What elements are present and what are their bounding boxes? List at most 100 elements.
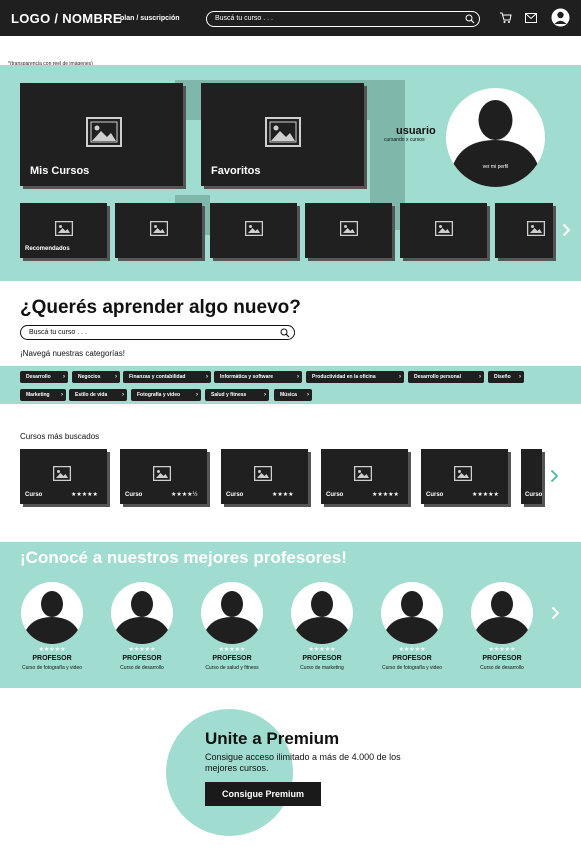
rating-stars: ★★★★ [272,492,294,498]
recommended-card[interactable] [305,203,392,258]
teacher-avatar[interactable] [471,582,533,644]
course-label: Curso [25,492,43,498]
recommended-card[interactable] [400,203,487,258]
rating-stars: ★★★★½ [171,492,198,498]
chevron-right-icon: › [61,392,63,398]
category-chip[interactable]: Fotografía y video › [131,389,201,401]
top-navbar: LOGO / NOMBRE plan / suscripción Buscá t… [0,0,581,36]
categories-label: ¡Navegá nuestras categorías! [20,349,125,358]
chevron-right-icon: › [264,392,266,398]
category-chip[interactable]: Desarrollo › [20,371,68,383]
category-chip[interactable]: Informática y software › [214,371,302,383]
user-avatar-icon[interactable] [551,8,570,27]
category-chip[interactable]: Diseño › [488,371,524,383]
image-icon [527,221,545,236]
chevron-right-icon: › [122,392,124,398]
teacher-rating-stars: ★★★★★ [128,647,156,653]
view-profile-link[interactable]: ver mi perfil [482,164,509,170]
course-card[interactable]: Curso [521,449,542,504]
user-silhouette-icon [474,591,530,644]
category-chip[interactable]: Música › [274,389,312,401]
carousel-note: *(transparencia con reel de imágenes) [8,61,93,67]
user-silhouette-icon [114,591,170,644]
category-label: Negocios [78,374,101,380]
favorites-card[interactable]: Favoritos [201,83,364,186]
cart-icon[interactable] [499,11,512,24]
image-icon [254,466,272,481]
recommended-card[interactable] [115,203,202,258]
user-name: usuario [396,125,436,137]
search-icon[interactable] [465,14,475,24]
chevron-right-icon: › [115,374,117,380]
course-search-placeholder: Buscá tu curso . . . [29,329,87,336]
user-silhouette-icon [452,100,539,187]
course-label: Curso [125,492,143,498]
course-label: Curso [226,492,244,498]
get-premium-button[interactable]: Consigue Premium [205,782,321,806]
rating-stars: ★★★★★ [472,492,499,498]
logo[interactable]: LOGO / NOMBRE [11,11,122,26]
rating-stars: ★★★★★ [71,492,98,498]
course-label: Curso [326,492,344,498]
teacher-course: Curso de desarrollo [120,665,164,671]
recommended-card[interactable] [495,203,553,258]
teacher-course: Curso de fotografía y video [381,665,443,671]
recommended-card[interactable] [210,203,297,258]
teacher-rating-stars: ★★★★★ [488,647,516,653]
my-courses-card[interactable]: Mis Cursos [20,83,183,186]
recommended-label: Recomendados [25,246,70,252]
category-label: Finanzas y contabilidad [129,374,186,380]
course-card[interactable]: Curso ★★★★★ [321,449,408,504]
category-chip[interactable]: Salud y fitness › [205,389,269,401]
category-chip[interactable]: Negocios › [72,371,120,383]
category-chip[interactable]: Marketing › [20,389,66,401]
course-card[interactable]: Curso ★★★★★ [20,449,107,504]
image-icon [53,466,71,481]
rating-stars: ★★★★★ [372,492,399,498]
header-search-placeholder: Buscá tu curso . . . [215,15,273,22]
user-profile-avatar[interactable]: ver mi perfil [446,88,545,187]
course-search-input[interactable]: Buscá tu curso . . . [20,325,295,340]
category-chip[interactable]: Estilo de vida › [69,389,127,401]
plan-link[interactable]: plan / suscripción [120,15,180,22]
teacher-avatar[interactable] [21,582,83,644]
header-search-input[interactable]: Buscá tu curso . . . [206,11,480,27]
mail-icon[interactable] [525,13,537,23]
teacher-avatar[interactable] [201,582,263,644]
teacher-avatar[interactable] [291,582,353,644]
learn-title: ¿Querés aprender algo nuevo? [20,297,301,318]
course-card[interactable]: Curso ★★★★½ [120,449,207,504]
teacher-course: Curso de desarrollo [480,665,524,671]
teacher-rating-stars: ★★★★★ [218,647,246,653]
user-silhouette-icon [24,591,80,644]
chevron-right-icon: › [196,392,198,398]
chevron-right-icon[interactable] [551,606,560,620]
chevron-right-icon[interactable] [550,469,559,483]
category-chip[interactable]: Productividad en la oficina › [306,371,404,383]
teacher-rating-stars: ★★★★★ [38,647,66,653]
teacher-course: Curso de fotografía y video [21,665,83,671]
recommended-card[interactable]: Recomendados [20,203,107,258]
teacher-avatar[interactable] [381,582,443,644]
teacher-avatar[interactable] [111,582,173,644]
chevron-right-icon[interactable] [562,223,571,237]
category-chip[interactable]: Desarrollo personal › [408,371,484,383]
image-icon [55,221,73,236]
course-card[interactable]: Curso ★★★★ [221,449,308,504]
teachers-title: ¡Conocé a nuestros mejores profesores! [20,548,347,567]
teacher-name: PROFESOR [122,655,162,662]
image-icon [435,221,453,236]
chevron-right-icon: › [297,374,299,380]
premium-decorative-circle [166,709,293,836]
category-chip[interactable]: Finanzas y contabilidad › [123,371,211,383]
chevron-right-icon: › [479,374,481,380]
course-card[interactable]: Curso ★★★★★ [421,449,508,504]
teacher-rating-stars: ★★★★★ [308,647,336,653]
category-label: Informática y software [220,374,274,380]
popular-courses-title: Cursos más buscados [20,432,100,441]
search-icon[interactable] [280,328,290,338]
image-icon [86,117,122,147]
favorites-label: Favoritos [211,165,261,177]
category-label: Desarrollo personal [414,374,461,380]
